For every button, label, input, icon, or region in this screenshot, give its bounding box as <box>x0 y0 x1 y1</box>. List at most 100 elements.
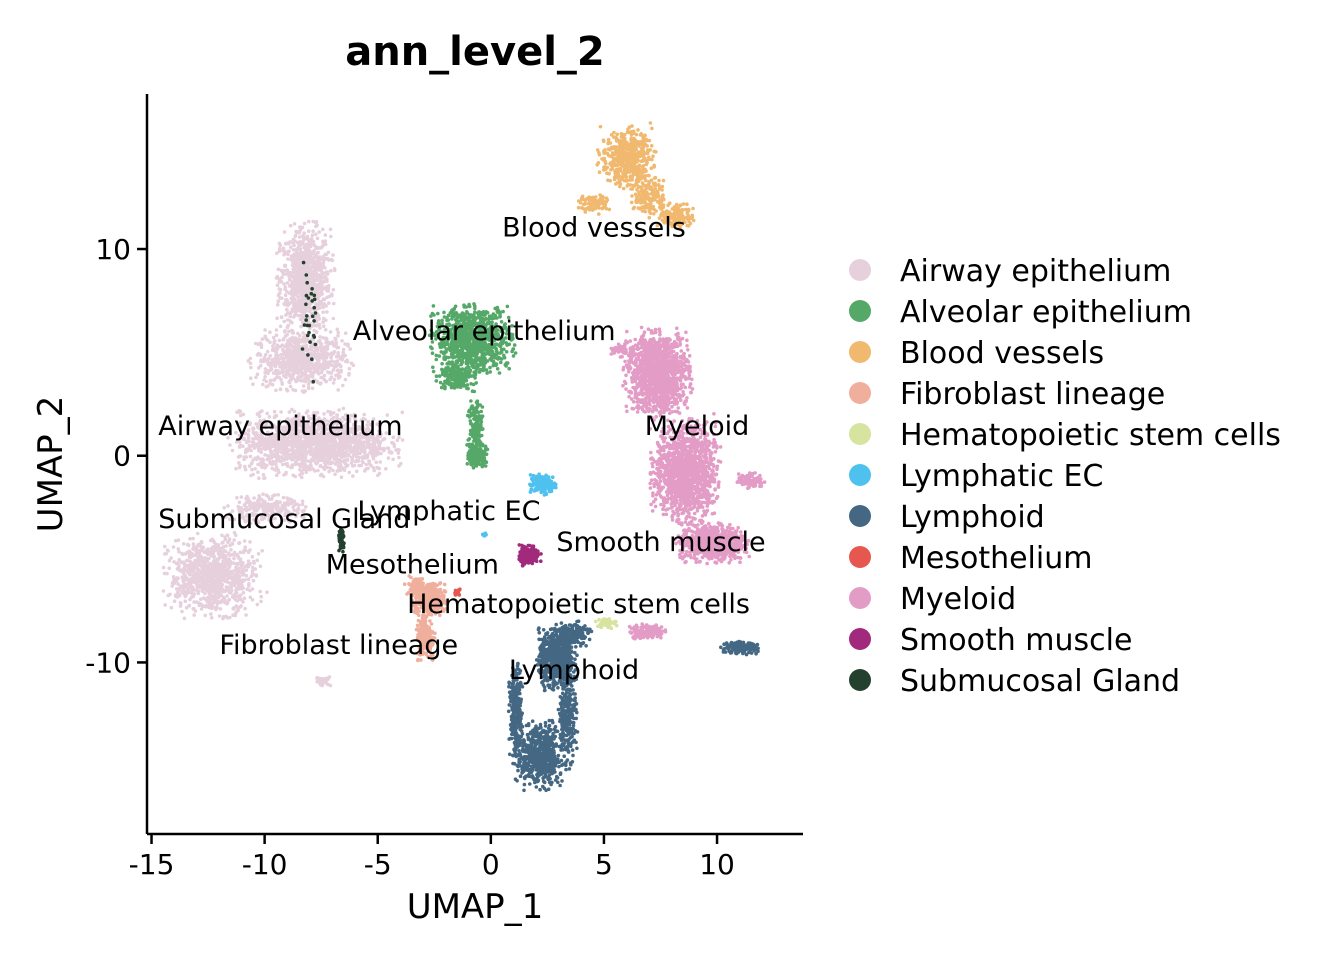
data-point <box>490 349 494 354</box>
data-point <box>324 336 329 341</box>
data-point <box>233 598 238 602</box>
data-point <box>296 338 301 343</box>
data-point <box>287 274 292 279</box>
data-point <box>340 354 345 358</box>
data-point <box>364 462 369 467</box>
data-point <box>292 364 297 369</box>
data-point <box>304 360 309 364</box>
data-point <box>343 454 348 458</box>
data-point <box>284 448 288 452</box>
data-point <box>284 355 288 360</box>
data-point <box>218 567 223 572</box>
data-point <box>205 587 210 592</box>
data-point <box>276 470 281 474</box>
data-point <box>255 499 260 503</box>
data-point <box>320 261 325 266</box>
data-point <box>322 347 326 352</box>
data-point <box>313 352 318 357</box>
data-point <box>322 458 327 463</box>
data-point <box>205 558 209 563</box>
data-point <box>225 602 229 606</box>
data-point <box>309 366 314 371</box>
data-point <box>194 561 198 565</box>
data-point <box>499 360 503 365</box>
data-point <box>248 540 252 544</box>
data-point <box>288 319 293 323</box>
data-point <box>181 587 186 592</box>
data-point <box>236 556 241 560</box>
data-point <box>177 550 181 554</box>
data-point <box>274 465 279 470</box>
data-point <box>264 433 269 437</box>
data-point <box>504 350 509 354</box>
data-point <box>279 410 283 414</box>
data-point <box>270 382 275 387</box>
data-point <box>269 365 273 370</box>
data-point <box>306 259 311 263</box>
data-point <box>235 496 239 500</box>
data-point <box>333 446 338 450</box>
data-point <box>309 236 314 241</box>
data-point <box>374 452 379 456</box>
data-point <box>295 251 300 256</box>
data-point <box>302 310 307 314</box>
data-point <box>491 359 496 364</box>
data-point <box>327 469 331 474</box>
data-point <box>276 458 281 463</box>
data-point <box>275 375 279 380</box>
data-point <box>302 237 306 242</box>
data-point <box>357 455 362 460</box>
data-point <box>285 344 290 349</box>
data-point <box>284 251 288 255</box>
data-point <box>305 248 309 253</box>
data-point <box>281 444 285 449</box>
data-point <box>323 266 327 270</box>
data-point <box>246 577 251 581</box>
data-point <box>294 353 298 358</box>
data-point <box>271 494 275 498</box>
data-point <box>279 268 284 273</box>
data-point <box>290 307 295 311</box>
data-point <box>347 373 351 377</box>
data-point <box>298 464 303 469</box>
data-point <box>303 344 307 348</box>
data-point <box>218 607 223 611</box>
data-point <box>242 548 246 553</box>
data-point <box>300 225 305 230</box>
data-point <box>347 453 351 457</box>
data-point <box>232 538 236 542</box>
data-point <box>316 250 320 255</box>
data-point <box>250 598 255 602</box>
data-point <box>301 250 306 255</box>
data-point <box>299 324 303 329</box>
data-point <box>399 461 403 466</box>
data-point <box>279 352 283 357</box>
data-point <box>274 349 279 353</box>
data-point <box>237 541 242 545</box>
data-point <box>302 231 307 235</box>
data-point <box>243 467 248 472</box>
data-point <box>276 299 281 304</box>
data-point <box>308 326 312 331</box>
data-point <box>345 457 349 462</box>
data-point <box>232 593 236 597</box>
data-point <box>191 576 195 580</box>
data-point <box>290 498 295 503</box>
data-point <box>230 552 235 557</box>
data-point <box>250 555 255 559</box>
data-point <box>335 469 340 473</box>
data-point <box>285 462 290 466</box>
data-point <box>274 328 279 332</box>
data-point <box>331 343 336 348</box>
data-point <box>265 590 269 594</box>
data-point <box>298 286 303 291</box>
data-point <box>248 376 253 381</box>
data-point <box>266 371 270 376</box>
data-point <box>363 450 367 454</box>
data-point <box>329 375 334 379</box>
data-point <box>257 494 261 498</box>
data-point <box>258 564 263 569</box>
data-point <box>431 304 436 308</box>
data-point <box>270 466 275 471</box>
data-point <box>165 548 170 552</box>
